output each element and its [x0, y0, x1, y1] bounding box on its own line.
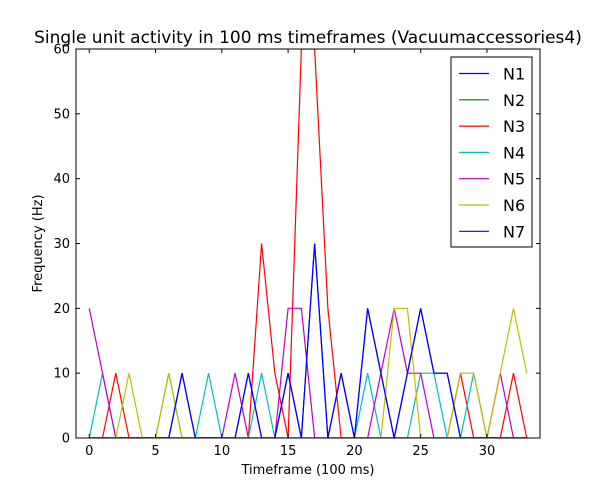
legend-label-n6: N6: [503, 196, 525, 215]
y-tick-label: 20: [53, 302, 70, 317]
x-tick-label: 15: [280, 444, 297, 459]
ticks-layer: 0 5 10 15 20 25 30 0 10 20 30 40 50 60: [53, 43, 540, 459]
legend-label-n3: N3: [503, 117, 525, 136]
y-axis-label: Frequency (Hz): [31, 194, 46, 292]
x-tick-label: 5: [151, 444, 159, 459]
y-tick-label: 40: [53, 172, 70, 187]
x-tick-label: 0: [85, 444, 93, 459]
x-tick-label: 20: [346, 444, 363, 459]
legend-label-n7: N7: [503, 222, 525, 241]
series-layer: [88, 49, 528, 438]
x-tick-label: 30: [479, 444, 496, 459]
series-line-n7: [89, 243, 527, 438]
legend-label-n2: N2: [503, 91, 525, 110]
legend-label-n1: N1: [503, 65, 525, 84]
legend: N1 N2 N3 N4 N5 N6 N7: [450, 56, 533, 248]
y-tick-label: 60: [53, 43, 70, 58]
series-line-n4: [88, 372, 527, 438]
legend-label-n5: N5: [503, 170, 525, 189]
y-tick-label: 50: [53, 107, 70, 122]
x-tick-label: 25: [412, 444, 429, 459]
legend-label-n4: N4: [503, 143, 525, 162]
chart-title: Single unit activity in 100 ms timeframe…: [34, 28, 582, 48]
x-tick-label: 10: [214, 444, 231, 459]
series-line-n5: [88, 307, 527, 438]
x-axis-label: Timeframe (100 ms): [240, 463, 374, 478]
y-tick-label: 10: [53, 367, 70, 382]
y-tick-label: 0: [62, 432, 70, 447]
y-tick-label: 30: [53, 237, 70, 252]
